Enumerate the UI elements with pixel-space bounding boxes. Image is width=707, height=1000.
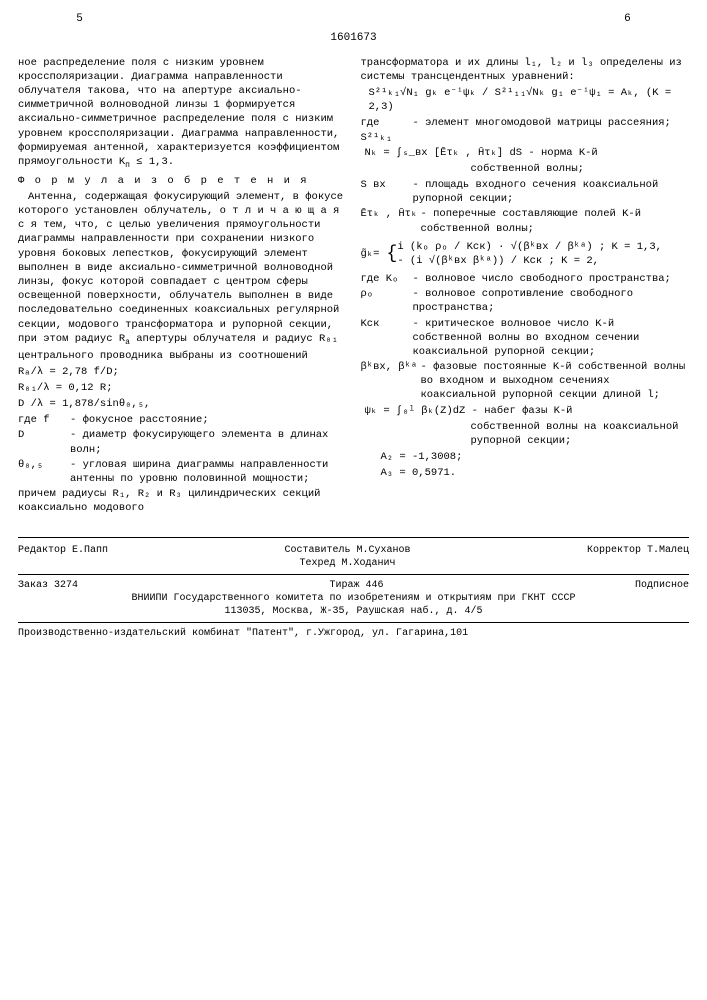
page-left: 5 (76, 13, 83, 25)
def-f-txt: - фокусное расстояние; (70, 413, 347, 427)
def-Ko-txt: - волновое число свободного пространства… (413, 272, 690, 286)
def-D: D - диаметр фокусирующего элемента в дли… (18, 428, 347, 456)
def-beta-sym: βᵏвх, βᵏᵃ (361, 360, 421, 403)
def-beta: βᵏвх, βᵏᵃ - фазовые постоянные K-й собст… (361, 360, 690, 403)
def-S-sym: где S²¹ₖ₁ (361, 116, 413, 144)
def-D-sym: D (18, 428, 70, 456)
editor: Редактор Е.Папп (18, 544, 108, 570)
def-S: где S²¹ₖ₁ - элемент многомодовой матрицы… (361, 116, 690, 144)
gk-label: g̃ₖ= (361, 240, 387, 268)
right-intro: трансформатора и их длины l₁, l₂ и l₃ оп… (361, 56, 690, 84)
def-Ko: где Kₒ - волновое число свободного прост… (361, 272, 690, 286)
def-theta-txt: - угловая ширина диаграммы направленност… (70, 458, 347, 486)
A3: A₃ = 0,5971. (381, 466, 690, 480)
equation-2: R₀₁/λ = 0,12 R; (18, 381, 347, 395)
corrector: Корректор Т.Малец (587, 544, 689, 570)
subscription: Подписное (635, 579, 689, 592)
def-EH: Ēτₖ , H̄τₖ - поперечные составляющие пол… (361, 207, 690, 235)
eq-N-main: Nₖ = ∫ₛ_вх [Ēτₖ , H̄τₖ] dS - норма K-й (365, 147, 598, 159)
composer: Составитель М.Суханов (284, 545, 410, 556)
footer-divider-1 (18, 537, 689, 538)
def-Kck-sym: Kcк (361, 317, 413, 360)
def-beta-txt: - фазовые постоянные K-й собственной вол… (421, 360, 690, 403)
def-Svh-sym: S вх (361, 178, 413, 206)
page-numbers: 5 6 (18, 12, 689, 27)
footer-divider-3 (18, 622, 689, 623)
comp-tech: Составитель М.Суханов Техред М.Ходанич (108, 544, 587, 570)
claim-text: Антенна, содержащая фокусирующий элемент… (18, 190, 347, 363)
brace-icon: { (387, 240, 398, 268)
def-rho: ρₒ - волновое сопротивление свободного п… (361, 287, 690, 315)
gk-line2: - (i √(βᵏвх βᵏᵃ)) / Kcк ; K = 2, (397, 254, 689, 268)
org: ВНИИПИ Государственного комитета по изоб… (18, 592, 689, 605)
def-Svh: S вх - площадь входного сечения коаксиал… (361, 178, 690, 206)
tirazh: Тираж 446 (329, 579, 383, 592)
def-EH-sym: Ēτₖ , H̄τₖ (361, 207, 421, 235)
eq-N: Nₖ = ∫ₛ_вх [Ēτₖ , H̄τₖ] dS - норма K-й (365, 146, 690, 160)
order: Заказ 3274 (18, 579, 78, 592)
def-D-txt: - диаметр фокусирующего элемента в длина… (70, 428, 347, 456)
para-intro: ное распределение поля с низким уровнем … (18, 56, 347, 172)
def-Kck: Kcк - критическое волновое число K-й соб… (361, 317, 690, 360)
para-intro-text: ное распределение поля с низким уровнем … (18, 57, 339, 168)
def-Svh-txt: - площадь входного сечения коаксиальной … (413, 178, 690, 206)
gk-brace: g̃ₖ= { i (kₒ ρₒ / Kcк) · √(βᵏвх / βᵏᵃ) ;… (361, 240, 690, 268)
def-S-txt: - элемент многомодовой матрицы рассеяния… (413, 116, 690, 144)
main-equation: S²¹ₖ₁√N₁ gₖ e⁻ⁱψₖ / S²¹₁₁√Nₖ g₁ e⁻ⁱψ₁ = … (369, 86, 690, 114)
def-Ko-sym: где Kₒ (361, 272, 413, 286)
def-theta-sym: θ₀,₅ (18, 458, 70, 486)
def-f: где f - фокусное расстояние; (18, 413, 347, 427)
eq-psi: ψₖ = ∫₀ˡ βₖ(Z)dZ - набег фазы K-й (365, 404, 690, 418)
footer: Редактор Е.Папп Составитель М.Суханов Те… (18, 544, 689, 640)
doc-number: 1601673 (18, 31, 689, 48)
footer-row-1: Редактор Е.Папп Составитель М.Суханов Те… (18, 544, 689, 570)
page-right: 6 (624, 13, 631, 25)
gk-line1: i (kₒ ρₒ / Kcк) · √(βᵏвх / βᵏᵃ) ; K = 1,… (397, 240, 689, 254)
def-theta: θ₀,₅ - угловая ширина диаграммы направле… (18, 458, 347, 486)
equation-3: D /λ = 1,878/sinθ₀,₅, (18, 397, 347, 411)
left-column: ное распределение поля с низким уровнем … (18, 56, 347, 518)
footer-divider-2 (18, 574, 689, 575)
techred: Техред М.Ходанич (299, 558, 395, 569)
def-rho-txt: - волновое сопротивление свободного прос… (413, 287, 690, 315)
def-EH-txt: - поперечные составляющие полей K-й собс… (421, 207, 690, 235)
def-f-sym: где f (18, 413, 70, 427)
addr: 113035, Москва, Ж-35, Раушская наб., д. … (18, 605, 689, 618)
para-intro-tail: ≤ 1,3. (130, 156, 174, 168)
eq-psi-tail: собственной волны на коаксиальной рупорн… (471, 420, 690, 448)
right-column: трансформатора и их длины l₁, l₂ и l₃ оп… (361, 56, 690, 518)
A2: A₂ = -1,3008; (381, 450, 690, 464)
claim-title: Ф о р м у л а и з о б р е т е н и я (18, 174, 347, 188)
producer: Производственно-издательский комбинат "П… (18, 627, 689, 640)
def-Kck-txt: - критическое волновое число K-й собстве… (413, 317, 690, 360)
content-columns: ное распределение поля с низким уровнем … (18, 56, 689, 518)
eq-N-tail: собственной волны; (471, 162, 690, 176)
left-tail: причем радиусы R₁, R₂ и R₃ цилиндрически… (18, 487, 347, 515)
equation-1: Rₐ/λ = 2,78 f/D; (18, 365, 347, 379)
def-rho-sym: ρₒ (361, 287, 413, 315)
claim-body: Антенна, содержащая фокусирующий элемент… (18, 191, 343, 345)
footer-row-2: Заказ 3274 Тираж 446 Подписное (18, 579, 689, 592)
